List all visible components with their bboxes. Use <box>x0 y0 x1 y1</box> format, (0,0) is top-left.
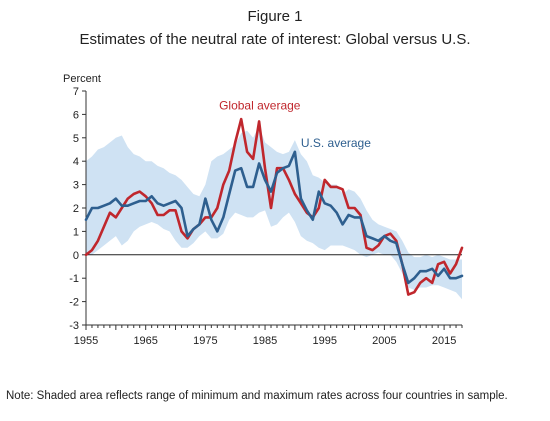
x-tick-label: 2005 <box>372 335 396 347</box>
x-tick-label: 1995 <box>312 335 336 347</box>
y-tick-label: 3 <box>73 180 79 192</box>
y-tick-label: 6 <box>73 109 79 121</box>
y-tick-label: 0 <box>73 250 79 262</box>
y-tick-label: 2 <box>73 203 79 215</box>
y-tick-label: 5 <box>73 133 79 145</box>
y-tick-label: -3 <box>69 320 79 332</box>
y-tick-label: -2 <box>69 297 79 309</box>
min-max-range-band <box>86 126 462 300</box>
x-tick-label: 1955 <box>74 335 98 347</box>
chart-title: Estimates of the neutral rate of interes… <box>79 31 471 48</box>
y-tick-label: 7 <box>73 86 79 98</box>
x-tick-label: 1985 <box>253 335 277 347</box>
y-tick-label: 1 <box>73 226 79 238</box>
chart-note: Note: Shaded area reflects range of mini… <box>6 390 508 402</box>
annotation-layer: Global average U.S. average <box>219 99 371 150</box>
x-tick-label: 2015 <box>432 335 456 347</box>
x-tick-label: 1965 <box>133 335 157 347</box>
figure-number: Figure 1 <box>247 8 303 25</box>
line-chart: Percent 7 6 5 4 3 2 1 0 -1 -2 -3 1955 1965 1975 1985 19… <box>63 73 464 347</box>
y-axis-label: Percent <box>63 73 101 85</box>
y-tick-label: -1 <box>69 273 79 285</box>
us-average-label: U.S. average <box>301 136 371 150</box>
range-band-layer <box>86 126 462 300</box>
axes: 7 6 5 4 3 2 1 0 -1 -2 -3 1955 1965 1975 1985 1995 2005 20… <box>69 86 463 347</box>
series-layer <box>84 117 464 296</box>
y-tick-label: 4 <box>73 156 79 168</box>
us-average-line <box>84 150 464 285</box>
global-average-label: Global average <box>219 99 301 113</box>
x-tick-label: 1975 <box>193 335 217 347</box>
